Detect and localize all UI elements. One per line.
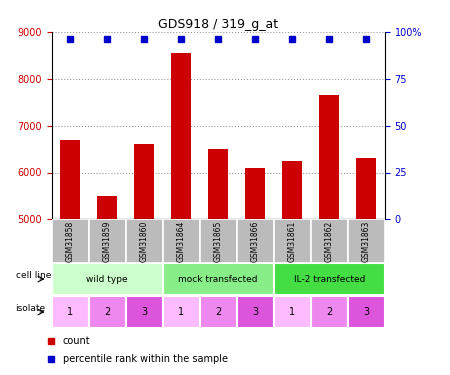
Bar [356, 158, 376, 219]
Text: GSM31862: GSM31862 [325, 220, 334, 262]
Text: percentile rank within the sample: percentile rank within the sample [63, 354, 228, 364]
Bar [274, 296, 311, 328]
Text: mock transfected: mock transfected [179, 274, 258, 284]
Text: IL-2 transfected: IL-2 transfected [293, 274, 365, 284]
Bar [208, 149, 229, 219]
Bar [311, 219, 348, 262]
Text: 1: 1 [178, 307, 184, 317]
Text: 2: 2 [215, 307, 221, 317]
Bar [134, 144, 154, 219]
Bar [319, 95, 339, 219]
Text: 3: 3 [363, 307, 369, 317]
Bar [282, 161, 302, 219]
Bar [52, 296, 89, 328]
Bar [200, 219, 237, 262]
Bar [60, 140, 81, 219]
Text: 3: 3 [141, 307, 147, 317]
Text: GSM31866: GSM31866 [251, 220, 260, 262]
Text: GSM31865: GSM31865 [214, 220, 223, 262]
Text: 3: 3 [252, 307, 258, 317]
Bar [348, 296, 385, 328]
Text: 1: 1 [67, 307, 73, 317]
Text: GSM31863: GSM31863 [362, 220, 371, 262]
Text: isolate: isolate [15, 304, 45, 313]
Bar [97, 196, 117, 219]
Bar [171, 53, 191, 219]
Bar [163, 263, 274, 295]
Text: 2: 2 [326, 307, 333, 317]
Bar [237, 296, 274, 328]
Bar [52, 263, 163, 295]
Text: GSM31860: GSM31860 [140, 220, 149, 262]
Text: 1: 1 [289, 307, 295, 317]
Title: GDS918 / 319_g_at: GDS918 / 319_g_at [158, 18, 278, 31]
Text: GSM31861: GSM31861 [288, 220, 297, 262]
Bar [245, 168, 266, 219]
Bar [126, 296, 163, 328]
Bar [126, 219, 163, 262]
Bar [348, 219, 385, 262]
Text: GSM31858: GSM31858 [66, 220, 75, 262]
Bar [237, 219, 274, 262]
Text: wild type: wild type [86, 274, 128, 284]
Bar [311, 296, 348, 328]
Text: count: count [63, 336, 90, 346]
Bar [274, 219, 311, 262]
Text: GSM31859: GSM31859 [103, 220, 112, 262]
Bar [274, 263, 385, 295]
Bar [163, 219, 200, 262]
Bar [200, 296, 237, 328]
Bar [163, 296, 200, 328]
Text: cell line: cell line [15, 271, 51, 280]
Text: 2: 2 [104, 307, 110, 317]
Bar [89, 296, 126, 328]
Text: GSM31864: GSM31864 [177, 220, 186, 262]
Bar [89, 219, 126, 262]
Bar [52, 219, 89, 262]
